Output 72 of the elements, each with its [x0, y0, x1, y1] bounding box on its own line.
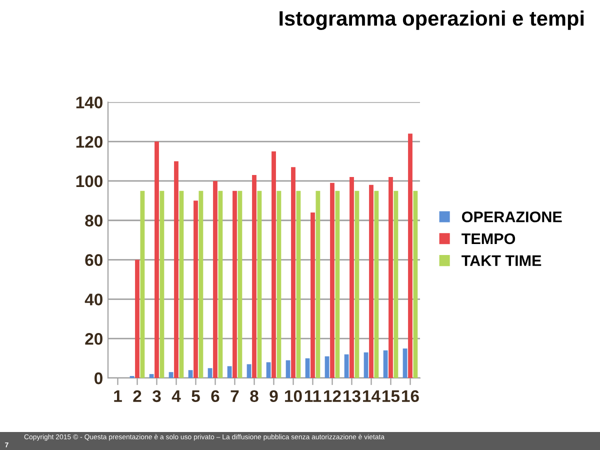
- bar: [291, 167, 296, 378]
- x-tick-label: 12: [324, 390, 341, 402]
- bar: [330, 182, 334, 378]
- bar: [179, 190, 184, 378]
- y-tick-label: 60: [85, 254, 102, 266]
- bar: [154, 142, 159, 378]
- x-tick-label: 1: [114, 390, 122, 402]
- bar: [218, 190, 223, 378]
- legend-label: TAKT TIME: [462, 255, 542, 266]
- bar: [394, 190, 398, 378]
- bar: [316, 190, 320, 378]
- bar: [208, 368, 212, 378]
- bar: [227, 366, 232, 378]
- bar: [135, 260, 140, 378]
- bar: [168, 372, 174, 378]
- bar: [246, 364, 252, 378]
- x-tick-label: 7: [230, 390, 239, 402]
- bar: [149, 374, 154, 378]
- x-tick-label: 2: [133, 390, 142, 402]
- x-tick-label: 16: [402, 390, 419, 402]
- x-tick-label: 14: [363, 390, 380, 402]
- x-tick-label: 15: [382, 390, 400, 402]
- x-tick-label: 3: [152, 390, 161, 402]
- y-tick-label: 100: [76, 175, 102, 188]
- x-tick-label: 9: [270, 390, 278, 402]
- bar: [232, 190, 237, 378]
- bar: [305, 358, 310, 378]
- bar: [276, 190, 282, 378]
- bar: [252, 175, 256, 378]
- bar: [374, 190, 379, 378]
- bar: [238, 190, 242, 378]
- bar: [402, 348, 408, 378]
- bar: [140, 190, 145, 378]
- legend-label: TEMPO: [462, 233, 516, 244]
- y-tick-label: 40: [84, 294, 102, 306]
- bar: [408, 134, 412, 378]
- bar: [266, 362, 271, 378]
- legend-label: OPERAZIONE: [462, 211, 562, 222]
- y-tick-label: 120: [76, 136, 102, 148]
- bar: [324, 356, 330, 378]
- bar: [388, 177, 393, 378]
- y-tick-label: 140: [76, 96, 102, 108]
- bar: [354, 190, 360, 378]
- y-tick-label: 20: [85, 332, 102, 345]
- y-tick-label: 0: [94, 372, 102, 384]
- bar: [413, 190, 418, 378]
- bar: [344, 354, 349, 378]
- bar: [350, 177, 354, 378]
- bar: [257, 190, 262, 378]
- x-tick-label: 6: [211, 390, 220, 402]
- bar: [188, 370, 193, 378]
- bar: [213, 180, 218, 378]
- bar: [198, 190, 204, 378]
- bar: [364, 352, 368, 378]
- bar: [335, 190, 340, 378]
- bar: [369, 184, 374, 378]
- x-tick-label: 5: [192, 390, 200, 402]
- bar: [286, 360, 290, 378]
- y-tick-label: 80: [85, 214, 102, 227]
- x-tick-label: 4: [172, 390, 181, 402]
- x-tick-label: 10: [285, 390, 302, 402]
- x-tick-label: 8: [250, 390, 258, 402]
- bar: [174, 161, 178, 378]
- bar: [383, 350, 388, 378]
- bar: [160, 190, 164, 378]
- bar: [296, 190, 301, 378]
- bar: [194, 200, 198, 378]
- bar: [310, 212, 315, 378]
- chart-title: Istogramma operazioni e tempi: [280, 10, 584, 30]
- bar: [272, 151, 276, 378]
- x-tick-label: 11: [304, 390, 322, 402]
- x-tick-label: 13: [344, 390, 360, 402]
